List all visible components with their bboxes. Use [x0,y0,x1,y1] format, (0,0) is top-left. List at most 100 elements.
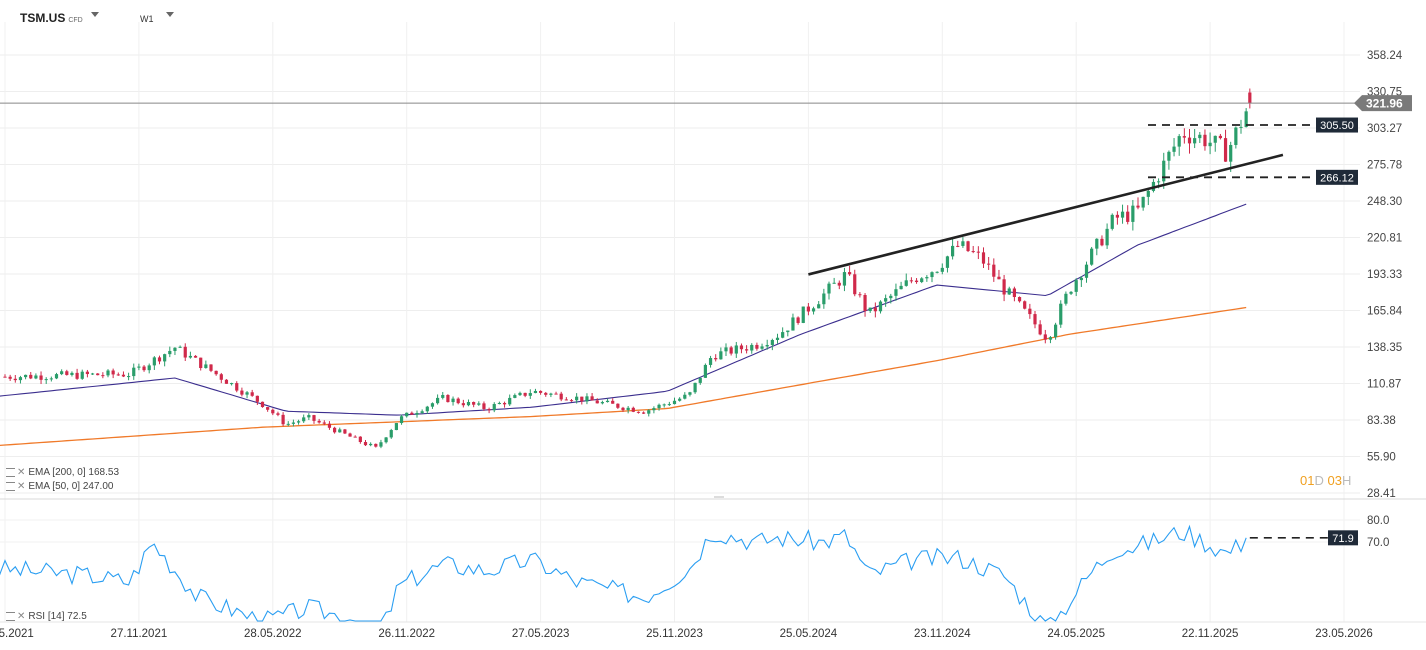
candle-body[interactable] [121,374,126,377]
candle-body[interactable] [291,422,295,424]
candle-body[interactable] [714,358,718,360]
candle-body[interactable] [1007,288,1011,295]
candle-body[interactable] [147,365,151,371]
candle-body[interactable] [312,415,316,421]
candle-body[interactable] [322,422,326,424]
candle-body[interactable] [152,357,156,366]
candle-body[interactable] [127,376,131,378]
candle-body[interactable] [894,289,898,296]
candle-body[interactable] [1141,196,1145,208]
candle-body[interactable] [781,332,785,338]
settings-icon[interactable] [6,611,15,621]
candle-body[interactable] [1223,138,1228,162]
candle-body[interactable] [75,372,79,379]
candle-body[interactable] [1126,211,1130,222]
candle-body[interactable] [39,375,43,380]
candle-body[interactable] [590,396,594,401]
candle-body[interactable] [920,278,924,283]
trendline[interactable] [808,153,1284,276]
candle-body[interactable] [307,415,311,418]
candle-body[interactable] [34,375,38,379]
candle-body[interactable] [703,364,707,378]
candle-body[interactable] [1115,214,1119,218]
candle-body[interactable] [3,376,7,378]
candle-body[interactable] [569,400,574,402]
candle-body[interactable] [8,376,12,379]
candle-body[interactable] [466,401,471,406]
candle-body[interactable] [60,371,64,375]
candle-body[interactable] [235,383,239,391]
candle-body[interactable] [441,394,445,398]
candle-body[interactable] [853,274,857,295]
candle-body[interactable] [250,392,254,396]
candle-body[interactable] [1193,138,1197,144]
settings-icon[interactable] [6,467,15,477]
candle-body[interactable] [24,374,28,378]
candle-body[interactable] [786,330,790,333]
candle-body[interactable] [1069,291,1073,294]
candle-body[interactable] [260,401,265,408]
candle-body[interactable] [745,349,749,351]
candle-body[interactable] [909,280,913,282]
candle-body[interactable] [106,370,110,376]
candle-body[interactable] [791,317,795,331]
candle-body[interactable] [811,308,816,312]
candle-body[interactable] [837,282,841,286]
candle-body[interactable] [348,433,352,437]
candle-body[interactable] [616,403,620,408]
candle-body[interactable] [992,264,996,277]
candle-body[interactable] [580,396,584,402]
candle-body[interactable] [729,347,733,354]
candle-body[interactable] [1229,144,1233,162]
candle-body[interactable] [1074,280,1078,292]
candle-body[interactable] [142,366,146,371]
candle-body[interactable] [436,397,440,404]
candle-body[interactable] [873,307,877,312]
candle-body[interactable] [626,407,630,411]
candle-body[interactable] [806,306,810,312]
candle-body[interactable] [502,402,507,405]
candle-body[interactable] [384,437,388,443]
candle-body[interactable] [472,401,476,405]
candle-body[interactable] [358,436,362,443]
candle-body[interactable] [987,263,991,265]
candle-body[interactable] [621,407,625,411]
candle-body[interactable] [219,374,223,380]
candle-body[interactable] [1079,277,1083,281]
candle-body[interactable] [966,241,970,252]
candle-body[interactable] [1162,160,1166,182]
candle-body[interactable] [327,423,332,428]
candle-body[interactable] [848,272,852,275]
candle-body[interactable] [415,412,419,415]
candle-body[interactable] [1244,111,1248,127]
candle-body[interactable] [523,392,527,396]
candle-body[interactable] [1064,293,1068,304]
candle-body[interactable] [956,245,960,247]
candle-body[interactable] [533,390,538,394]
candle-body[interactable] [399,416,404,424]
candle-body[interactable] [240,390,244,395]
candle-body[interactable] [930,272,934,278]
candle-body[interactable] [889,295,893,299]
candle-body[interactable] [961,241,965,246]
candle-body[interactable] [945,256,950,268]
candle-body[interactable] [1028,308,1032,315]
candle-body[interactable] [1146,190,1150,197]
candle-body[interactable] [333,427,337,433]
candle-body[interactable] [90,373,95,375]
candle-body[interactable] [168,350,172,355]
candle-body[interactable] [914,280,919,283]
candle-body[interactable] [544,392,548,395]
candle-body[interactable] [672,400,677,405]
candle-body[interactable] [157,357,162,362]
candle-body[interactable] [492,404,496,411]
candle-body[interactable] [482,403,486,409]
candle-body[interactable] [1198,134,1202,139]
candle-body[interactable] [497,402,501,405]
candle-body[interactable] [1203,134,1207,147]
candle-body[interactable] [513,395,517,398]
candle-body[interactable] [600,402,604,404]
candle-body[interactable] [224,379,229,384]
candle-body[interactable] [1033,314,1037,325]
candle-body[interactable] [44,379,48,381]
